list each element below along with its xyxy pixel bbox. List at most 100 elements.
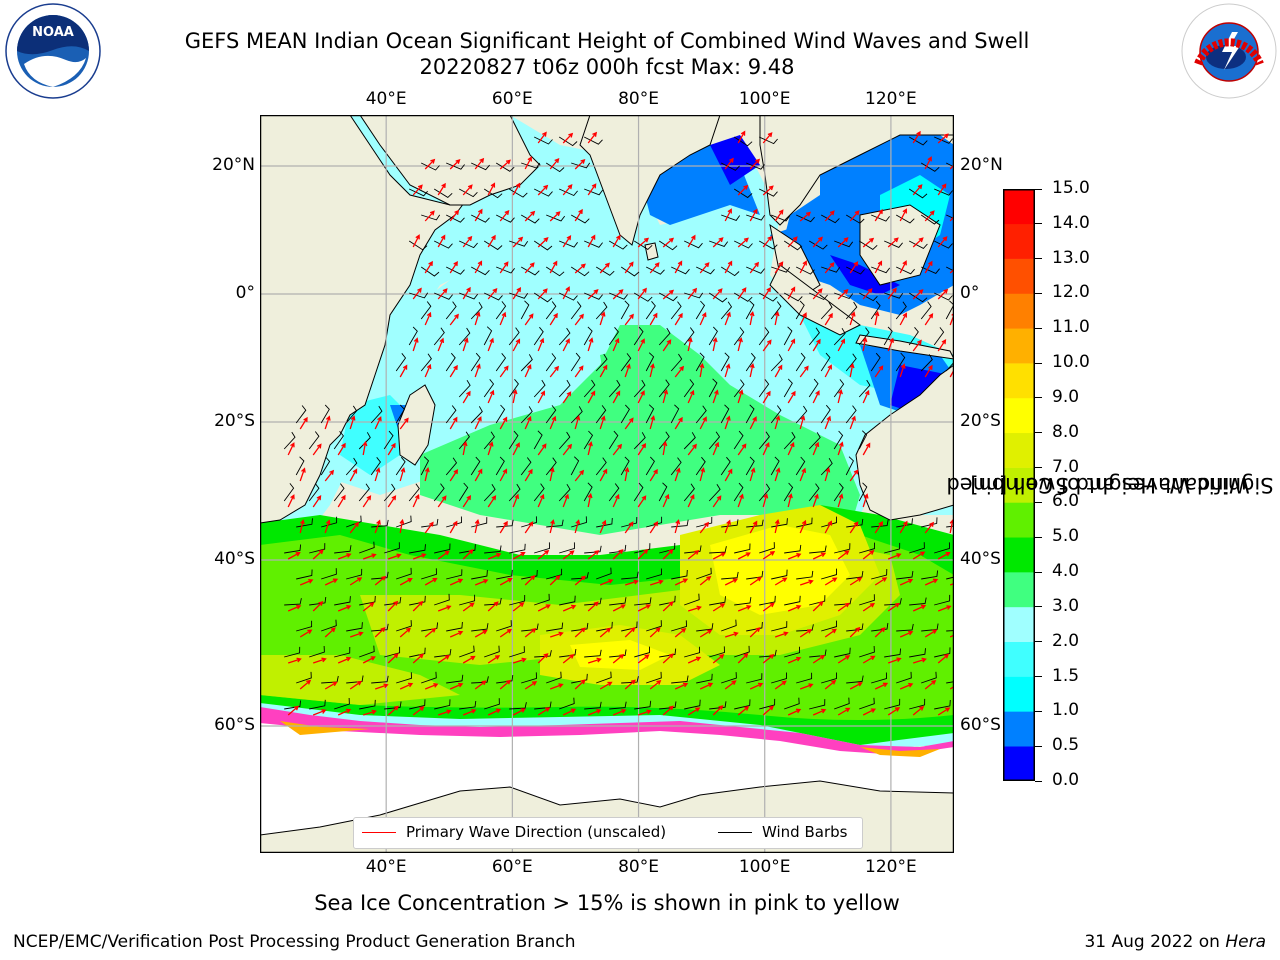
wind-barb [696, 516, 713, 528]
wave-arrow [637, 442, 647, 456]
wave-arrow [487, 601, 499, 612]
wind-barb [446, 162, 465, 170]
wind-barb [571, 622, 589, 632]
wave-arrow [724, 260, 733, 274]
wind-barb [708, 292, 728, 303]
wind-barb [445, 214, 465, 223]
wave-arrow [537, 184, 549, 196]
wind-barb [908, 327, 919, 346]
wind-barb [934, 188, 953, 196]
colorbar-segment [1003, 397, 1035, 434]
wind-barb [720, 404, 730, 424]
wind-barb [833, 430, 844, 450]
wind-barb [871, 266, 891, 274]
wind-barb [470, 406, 483, 424]
wave-arrow [587, 131, 598, 144]
wind-barb [445, 405, 457, 424]
wind-barb [520, 406, 533, 424]
wave-arrow [387, 705, 400, 716]
wave-arrow [612, 234, 621, 248]
wind-barb [883, 326, 893, 346]
wind-barb [871, 623, 889, 632]
wind-barb [334, 545, 352, 554]
wind-barb [784, 595, 801, 606]
wind-barb [833, 327, 846, 346]
wave-arrow [812, 236, 823, 248]
wind-barb [833, 482, 844, 502]
wave-arrow [687, 656, 702, 664]
wave-arrow [549, 260, 558, 274]
wave-arrow [562, 235, 572, 248]
wind-barb [884, 542, 901, 554]
wind-barb [758, 379, 770, 398]
wind-barb [846, 571, 864, 580]
wind-barb [708, 431, 721, 450]
wave-arrow [849, 311, 856, 326]
wind-barb [570, 406, 583, 424]
wave-arrow [499, 679, 512, 690]
wind-barb [596, 621, 613, 632]
wind-barb [896, 518, 913, 528]
wave-arrow [499, 159, 511, 170]
wind-barb [721, 571, 739, 580]
wind-barb [483, 379, 495, 398]
wave-arrow [649, 521, 659, 534]
wave-arrow [587, 390, 596, 404]
wind-barb [870, 352, 881, 372]
wave-arrow [724, 363, 731, 378]
wave-arrow [849, 261, 859, 274]
wave-arrow [837, 602, 850, 612]
wave-arrow [662, 549, 674, 560]
wave-arrow [588, 657, 602, 664]
wind-barb [545, 353, 557, 372]
wave-arrow [524, 681, 538, 690]
colorbar-tick-label: 2.0 [1052, 630, 1080, 651]
wave-arrow [762, 705, 775, 716]
wave-arrow [862, 237, 875, 248]
wave-arrow [674, 578, 689, 586]
wave-arrow [437, 288, 448, 300]
wind-barb [321, 568, 337, 580]
wave-arrow [737, 184, 749, 196]
wave-arrow [737, 130, 746, 144]
wave-arrow [688, 605, 702, 612]
wind-barb [296, 569, 313, 580]
wind-barb [620, 353, 632, 372]
wind-barb [695, 405, 707, 424]
wind-barb [570, 456, 580, 476]
wave-arrow [799, 629, 813, 638]
wave-arrow [537, 549, 550, 560]
wave-arrow [737, 237, 749, 248]
lat-tick-right: 40°S [960, 549, 1001, 569]
wind-barb [946, 681, 954, 684]
lat-tick-left: 20°N [212, 155, 255, 175]
wind-barb [659, 648, 677, 658]
wind-barb [408, 326, 418, 346]
wave-arrow [912, 705, 925, 716]
wind-barb [820, 214, 840, 224]
wind-barb [420, 301, 432, 320]
wind-barb [871, 214, 890, 222]
wind-barb [309, 645, 325, 658]
wave-arrow [824, 679, 837, 690]
wave-arrow [474, 416, 482, 430]
wave-arrow [913, 657, 927, 664]
wind-barb [533, 188, 553, 197]
wind-barb [809, 699, 826, 710]
wave-arrow [899, 363, 906, 378]
wave-arrow [299, 467, 306, 482]
wave-arrow [737, 552, 751, 560]
wave-arrow [824, 415, 832, 430]
wave-arrow [562, 550, 575, 560]
wave-arrow [812, 708, 827, 716]
wave-arrow [749, 627, 761, 638]
wind-barb [733, 188, 753, 199]
wave-arrow [687, 234, 696, 248]
wave-arrow [412, 493, 420, 508]
wind-barb [534, 542, 550, 554]
wave-arrow [837, 389, 843, 404]
wind-barb [284, 544, 302, 554]
wind-barb [770, 301, 782, 320]
wave-arrow [637, 548, 649, 560]
wind-barb [545, 266, 565, 277]
